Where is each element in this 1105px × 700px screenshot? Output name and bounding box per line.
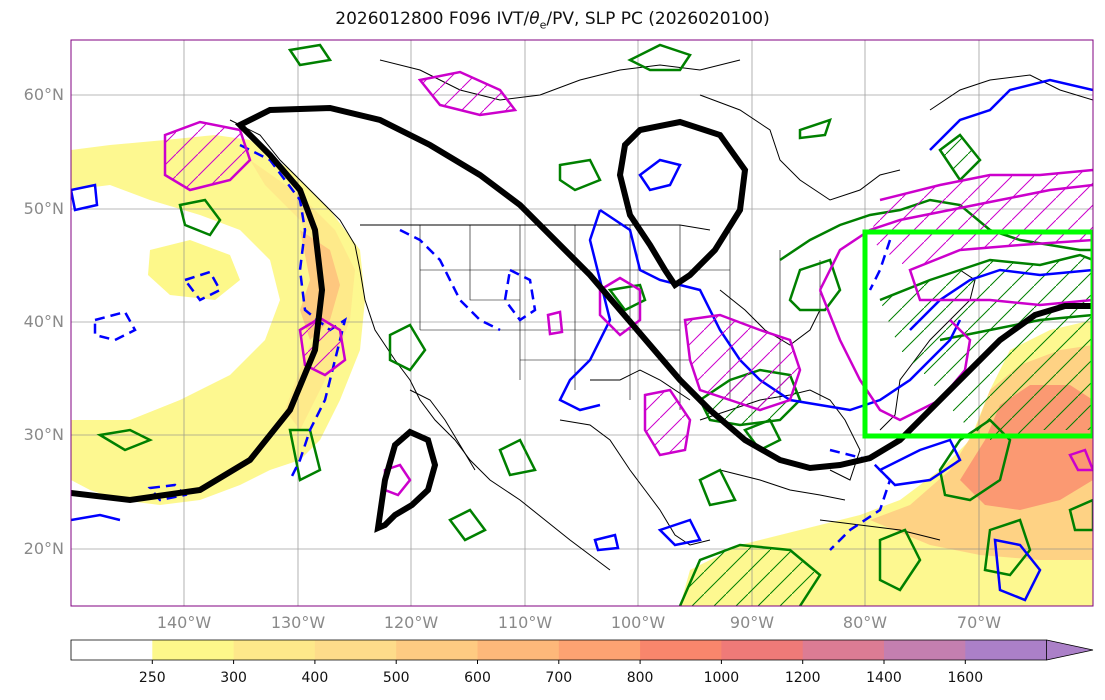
lon-label-140w: 140°W — [156, 613, 212, 632]
colorbar-segment — [558, 640, 641, 660]
colorbar-extend-arrow — [1046, 639, 1094, 661]
lon-label-110w: 110°W — [497, 613, 553, 632]
colorbar-label: 1200 — [784, 670, 821, 686]
colorbar-segment — [965, 640, 1048, 660]
colorbar-label: 600 — [464, 670, 491, 686]
map-frame — [70, 39, 1094, 607]
lon-label-80w: 80°W — [842, 613, 888, 632]
colorbar — [70, 639, 1094, 664]
slp-contour-small — [374, 428, 439, 533]
colorbar-segment — [721, 640, 804, 660]
colorbar-segment — [396, 640, 478, 660]
lon-label-130w: 130°W — [270, 613, 326, 632]
colorbar-label: 700 — [545, 670, 573, 686]
colorbar-label: 1600 — [947, 670, 984, 686]
colorbar-segment — [640, 640, 722, 660]
lon-label-90w: 90°W — [729, 613, 775, 632]
lat-label-50: 50°N — [23, 199, 64, 218]
colorbar-label: 800 — [626, 670, 654, 686]
colorbar-segment — [152, 640, 235, 660]
figure-title: 2026012800 F096 IVT/θe/PV, SLP PC (20260… — [335, 9, 770, 32]
colorbar-segment — [314, 640, 397, 660]
lon-label-100w: 100°W — [610, 613, 666, 632]
slp-contours — [71, 104, 1093, 533]
colorbar-label: 500 — [382, 670, 410, 686]
colorbar-segment — [71, 640, 153, 660]
colorbar-label: 1400 — [866, 670, 902, 686]
colorbar-label: 250 — [138, 670, 166, 686]
lat-label-30: 30°N — [23, 425, 64, 444]
slp-contour-main — [71, 104, 1093, 504]
ivt-white-gap — [71, 185, 280, 420]
colorbar-label: 300 — [220, 670, 247, 686]
colorbar-segment — [884, 640, 966, 660]
colorbar-segment — [477, 640, 560, 660]
slp-contour-low — [616, 118, 749, 290]
lon-label-120w: 120°W — [383, 613, 439, 632]
lat-label-60: 60°N — [23, 85, 64, 104]
lat-label-20: 20°N — [23, 539, 64, 558]
map-area — [71, 40, 1093, 606]
highlight-hatch — [165, 72, 1093, 455]
lat-label-40: 40°N — [23, 312, 64, 331]
region-box — [862, 229, 1093, 439]
colorbar-label: 1000 — [703, 670, 740, 686]
colorbar-label: 400 — [301, 670, 329, 686]
colorbar-segment — [233, 640, 316, 660]
coastlines — [229, 59, 1093, 571]
lon-label-70w: 70°W — [956, 613, 1002, 632]
colorbar-segment — [802, 640, 885, 660]
